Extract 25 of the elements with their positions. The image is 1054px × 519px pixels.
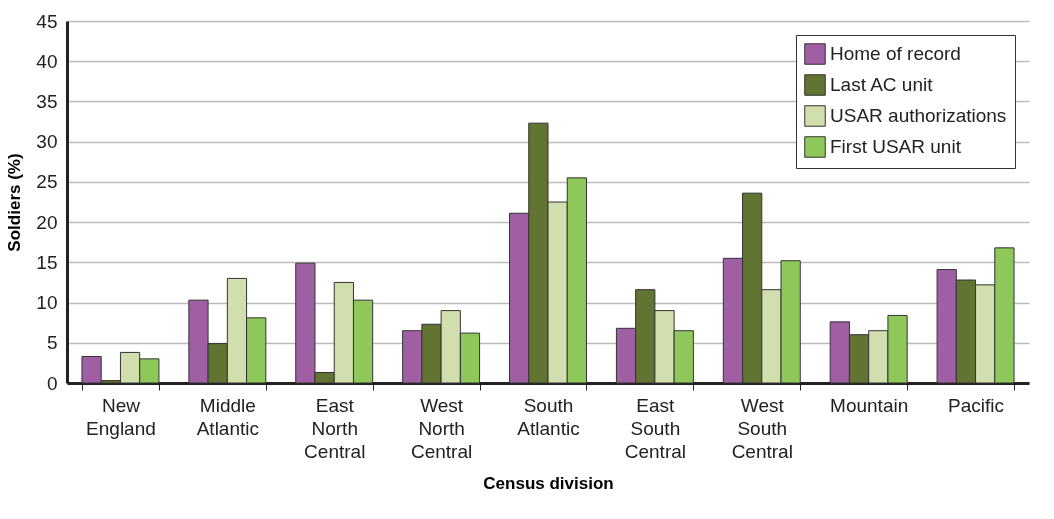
y-tick-label: 15 — [36, 251, 58, 273]
y-tick-label: 30 — [36, 131, 58, 153]
y-tick-label: 45 — [36, 10, 58, 32]
legend-label: USAR authorizations — [830, 105, 1007, 126]
x-tick-label: West South Central — [731, 394, 793, 462]
x-tick-label: East South Central — [624, 394, 687, 462]
x-tick-label: Pacific — [948, 394, 1005, 416]
y-axis-title: Soldiers (%) — [5, 153, 25, 252]
x-tick-label: New England — [86, 394, 156, 439]
y-tick-label: 5 — [46, 332, 58, 354]
y-tick-label: 25 — [36, 171, 58, 193]
x-tick-label: East North Central — [304, 394, 366, 462]
x-tick-label: Middle Atlantic — [196, 394, 259, 439]
legend-label: First USAR unit — [830, 136, 962, 157]
legend-label: Home of record — [830, 43, 961, 64]
y-tick-label: 35 — [36, 90, 58, 112]
legend-label: Last AC unit — [830, 74, 934, 95]
y-tick-label: 0 — [46, 372, 58, 394]
y-tick-label: 20 — [36, 211, 58, 233]
x-tick-label: West North Central — [410, 394, 473, 462]
x-tick-label: South Atlantic — [517, 394, 580, 439]
x-tick-label: Mountain — [830, 394, 909, 416]
x-axis-title: Census division — [483, 473, 614, 493]
y-tick-label: 40 — [36, 50, 58, 72]
y-tick-label: 10 — [36, 292, 58, 314]
